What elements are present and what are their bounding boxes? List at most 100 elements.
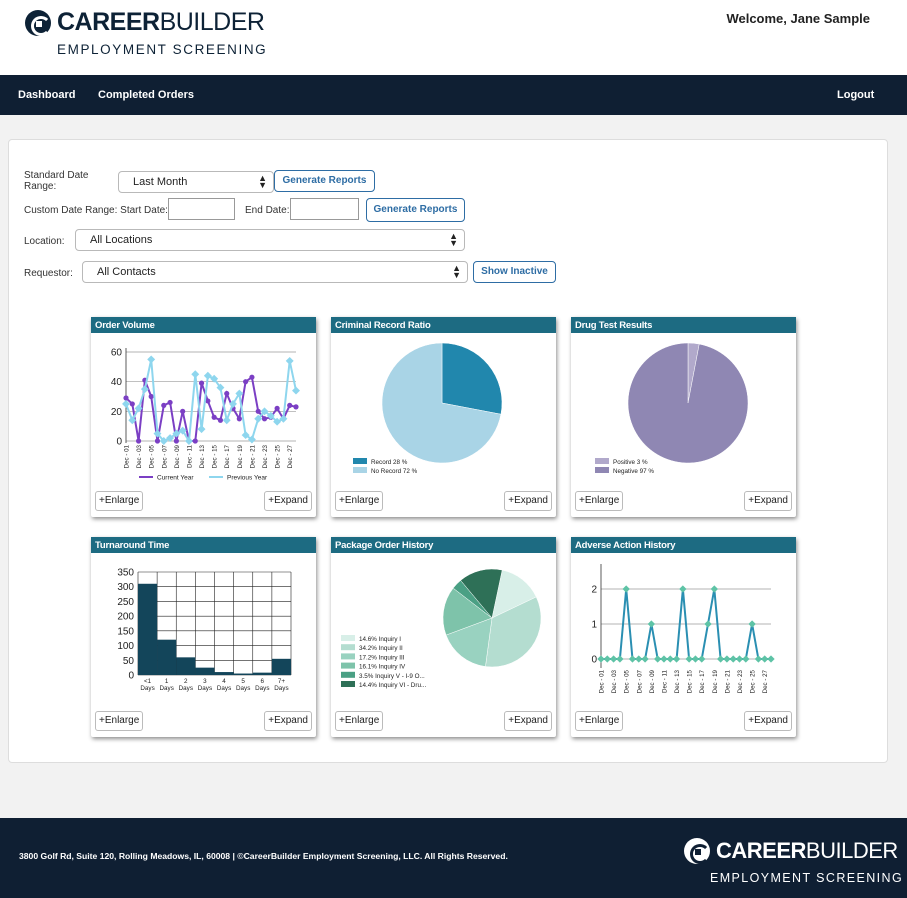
legend-label: 3.5% Inquiry V - I-9 O... [359, 673, 425, 680]
legend-label: Current Year [157, 475, 194, 482]
enlarge-button[interactable]: +Enlarge [575, 711, 624, 731]
data-point [716, 655, 725, 663]
y-tick-label: 1 [591, 620, 597, 631]
data-point [216, 383, 225, 392]
card-title: Package Order History [331, 537, 556, 553]
data-point [292, 386, 300, 395]
enlarge-button[interactable]: +Enlarge [335, 711, 384, 731]
footer-logo: CAREER BUILDER EMPLOYMENT SCREENING [684, 838, 903, 885]
requestor-select[interactable]: All Contacts ▲ ▼ [82, 261, 468, 283]
data-point [135, 438, 142, 444]
y-tick-label: 60 [111, 348, 123, 359]
card-title: Criminal Record Ratio [331, 317, 556, 333]
standard-date-select[interactable]: Last Month ▲ ▼ [118, 171, 274, 193]
data-point [161, 402, 167, 408]
custom-start-date-label: Custom Date Range: Start Date: [24, 205, 168, 216]
data-point [222, 416, 231, 425]
data-point [653, 655, 662, 663]
x-tick-label: Dec - 21 [249, 444, 256, 468]
data-point [241, 431, 250, 440]
data-point [123, 395, 129, 401]
enlarge-button[interactable]: +Enlarge [335, 491, 384, 511]
standard-date-label-line1: Standard Date [24, 170, 89, 181]
card-title: Turnaround Time [91, 537, 316, 553]
data-point [191, 370, 200, 379]
data-point [178, 426, 187, 435]
x-tick-label: Days [217, 685, 231, 692]
start-date-input[interactable] [168, 198, 235, 220]
legend-label: Record 28 % [371, 459, 408, 466]
end-date-input[interactable] [290, 198, 359, 220]
y-tick-label: 20 [111, 407, 123, 418]
x-tick-label: Dec - 19 [237, 444, 244, 468]
data-point [279, 414, 288, 423]
requestor-value: All Contacts [97, 266, 156, 278]
careerbuilder-logo[interactable]: CAREER BUILDER EMPLOYMENT SCREENING [25, 8, 267, 57]
enlarge-button[interactable]: +Enlarge [95, 711, 144, 731]
x-tick-label: Dec - 27 [287, 444, 294, 468]
data-point [597, 655, 605, 663]
show-inactive-button[interactable]: Show Inactive [473, 261, 556, 283]
end-date-label: End Date: [245, 205, 290, 216]
logo-text-light: BUILDER [159, 8, 265, 36]
requestor-label: Requestor: [24, 268, 73, 279]
expand-button[interactable]: +Expand [504, 491, 552, 511]
order-volume-chart: 0 20 40 60 Dec - 01 Dec - 03 Dec - 05 Dec - 07 D… [111, 348, 300, 482]
x-tick-label: Dec - 17 [699, 669, 706, 693]
data-point [261, 416, 268, 422]
x-tick-label: Dec - 13 [199, 444, 206, 468]
y-tick-label: 0 [116, 437, 122, 448]
bar [195, 667, 215, 675]
x-tick-label: Days [236, 685, 250, 692]
legend-label: Previous Year [227, 475, 268, 482]
data-point [603, 655, 611, 663]
nav-dashboard-link[interactable]: Dashboard [18, 89, 76, 101]
bar [252, 672, 272, 675]
data-point [249, 374, 255, 380]
logout-link[interactable]: Logout [837, 89, 875, 101]
enlarge-button[interactable]: +Enlarge [95, 491, 144, 511]
x-tick-label: Dec - 03 [611, 669, 618, 693]
data-point [710, 585, 719, 593]
x-tick-label: Dec - 23 [737, 669, 744, 693]
x-tick-label: Dec - 05 [624, 669, 631, 693]
data-point [660, 655, 668, 663]
data-point [285, 356, 294, 365]
y-tick-label: 300 [117, 582, 134, 593]
x-tick-label: Days [160, 685, 174, 692]
select-arrows-icon: ▲ ▼ [452, 263, 461, 280]
expand-button[interactable]: +Expand [264, 491, 312, 511]
location-value: All Locations [90, 234, 153, 246]
turnaround-time-card: Turnaround Time 0 50 100 150 200 250 300 350 <1 D… [91, 537, 316, 737]
generate-reports-custom-button[interactable]: Generate Reports [366, 198, 465, 222]
data-point [679, 585, 687, 593]
location-select[interactable]: All Locations ▲ ▼ [75, 229, 465, 251]
expand-button[interactable]: +Expand [744, 711, 792, 731]
turnaround-time-chart: 050100150200250300350<1Days1Days2Days3Da… [117, 568, 292, 692]
select-arrows-icon: ▲ ▼ [258, 173, 267, 190]
standard-date-value: Last Month [133, 176, 188, 188]
data-point [134, 404, 143, 413]
data-point [293, 404, 299, 410]
bar [214, 672, 234, 675]
footer: 3800 Golf Rd, Suite 120, Rolling Meadows… [0, 818, 907, 898]
data-point [666, 655, 674, 663]
data-point [628, 655, 637, 663]
expand-button[interactable]: +Expand [264, 711, 312, 731]
data-point [761, 655, 769, 663]
card-title: Drug Test Results [571, 317, 796, 333]
header: CAREER BUILDER EMPLOYMENT SCREENING Welco… [0, 0, 907, 75]
logo-subtitle: EMPLOYMENT SCREENING [710, 871, 904, 885]
x-tick-label: Days [255, 685, 269, 692]
enlarge-button[interactable]: +Enlarge [575, 491, 624, 511]
series-line [125, 359, 297, 445]
expand-button[interactable]: +Expand [504, 711, 552, 731]
data-point [217, 417, 224, 423]
nav-completed-orders-link[interactable]: Completed Orders [98, 89, 194, 101]
x-tick-label: 5 [241, 678, 245, 685]
x-tick-label: Dec - 15 [212, 444, 219, 468]
expand-button[interactable]: +Expand [744, 491, 792, 511]
data-point [723, 655, 731, 663]
y-tick-label: 100 [117, 641, 134, 652]
generate-reports-button[interactable]: Generate Reports [274, 170, 375, 192]
